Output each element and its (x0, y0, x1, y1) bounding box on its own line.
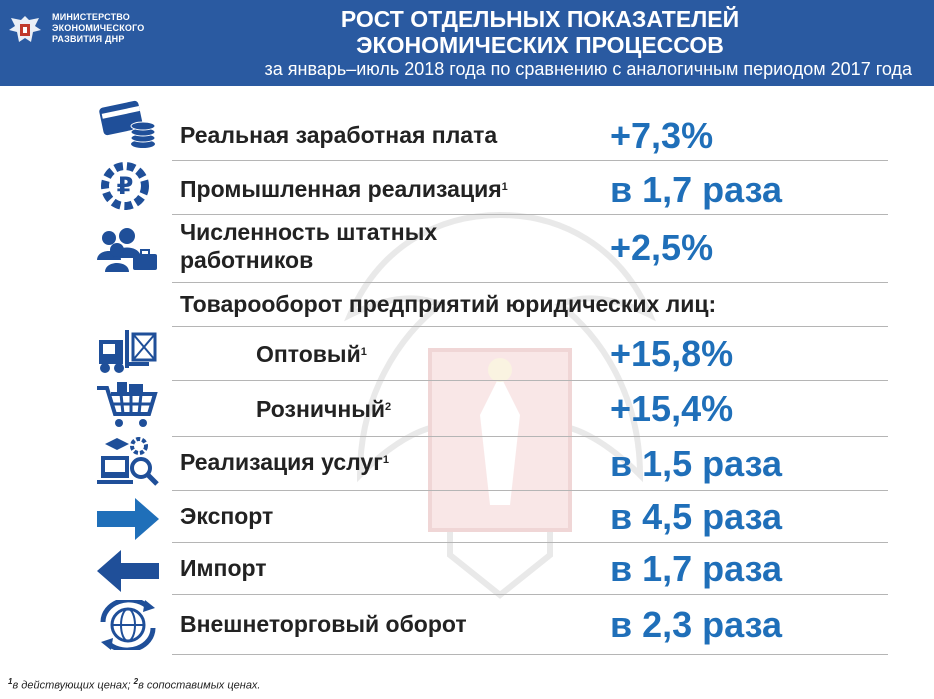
forklift-icon (99, 330, 157, 373)
arrow-left-icon (97, 550, 159, 592)
row-import: Импорт в 1,7 раза (172, 542, 888, 595)
row-label: Внешнеторговый оборот (180, 611, 467, 637)
row-value: +7,3% (610, 115, 714, 156)
section-heading: Товарооборот предприятий юридических лиц… (180, 291, 717, 317)
arrow-right-icon (97, 498, 159, 540)
row-value: в 1,5 раза (610, 443, 783, 484)
row-value: +15,4% (610, 388, 734, 429)
footnote-mark: 1 (382, 454, 389, 466)
row-label: Экспорт (180, 503, 274, 529)
footnote-mark: 2 (385, 401, 392, 413)
row-label: Численность штатных работников (180, 219, 438, 273)
row-label: Промышленная реализация1 (180, 176, 508, 202)
globe-arrows-icon (100, 600, 156, 650)
row-value: в 4,5 раза (610, 496, 783, 537)
row-value: в 1,7 раза (610, 169, 783, 210)
footnote: 1в действующих ценах; 2в сопоставимых це… (8, 677, 261, 692)
row-label: Реализация услуг1 (180, 449, 389, 475)
services-icon (97, 437, 159, 486)
row-foreign-trade: Внешнеторговый оборот в 2,3 раза (172, 594, 888, 655)
gear-ruble-icon: ₽ (101, 162, 149, 210)
page-title: РОСТ ОТДЕЛЬНЫХ ПОКАЗАТЕЛЕЙ ЭКОНОМИЧЕСКИХ… (340, 6, 740, 58)
ministry-emblem-icon (9, 16, 41, 42)
footnote-mark: 1 (360, 346, 367, 358)
people-briefcase-icon (97, 228, 157, 272)
ministry-name: МИНИСТЕРСТВО ЭКОНОМИЧЕСКОГО РАЗВИТИЯ ДНР (52, 12, 145, 44)
row-label: Импорт (180, 555, 267, 581)
row-value: +2,5% (610, 227, 714, 268)
row-label: Розничный2 (256, 396, 392, 422)
row-industrial-sales: Промышленная реализация1 в 1,7 раза (172, 160, 888, 215)
row-value: в 2,3 раза (610, 604, 783, 645)
row-export: Экспорт в 4,5 раза (172, 490, 888, 543)
page-subtitle: за январь–июль 2018 года по сравнению с … (264, 59, 913, 79)
cart-icon (97, 382, 158, 427)
card-coins-icon (99, 100, 156, 148)
footnote-mark: 1 (501, 181, 508, 193)
row-value: +15,8% (610, 333, 734, 374)
row-real-wages: Реальная заработная плата +7,3% (172, 108, 888, 161)
row-wholesale: Оптовый1 +15,8% (172, 326, 888, 381)
row-label: Оптовый1 (256, 341, 367, 367)
row-label: Реальная заработная плата (180, 122, 498, 148)
row-staff-count: Численность штатных работников +2,5% (172, 214, 888, 283)
svg-text:₽: ₽ (117, 172, 134, 200)
row-retail: Розничный2 +15,4% (172, 380, 888, 437)
row-turnover-heading: Товарооборот предприятий юридических лиц… (172, 282, 888, 327)
header-banner: МИНИСТЕРСТВО ЭКОНОМИЧЕСКОГО РАЗВИТИЯ ДНР… (0, 0, 934, 86)
row-value: в 1,7 раза (610, 548, 783, 589)
row-services: Реализация услуг1 в 1,5 раза (172, 436, 888, 491)
